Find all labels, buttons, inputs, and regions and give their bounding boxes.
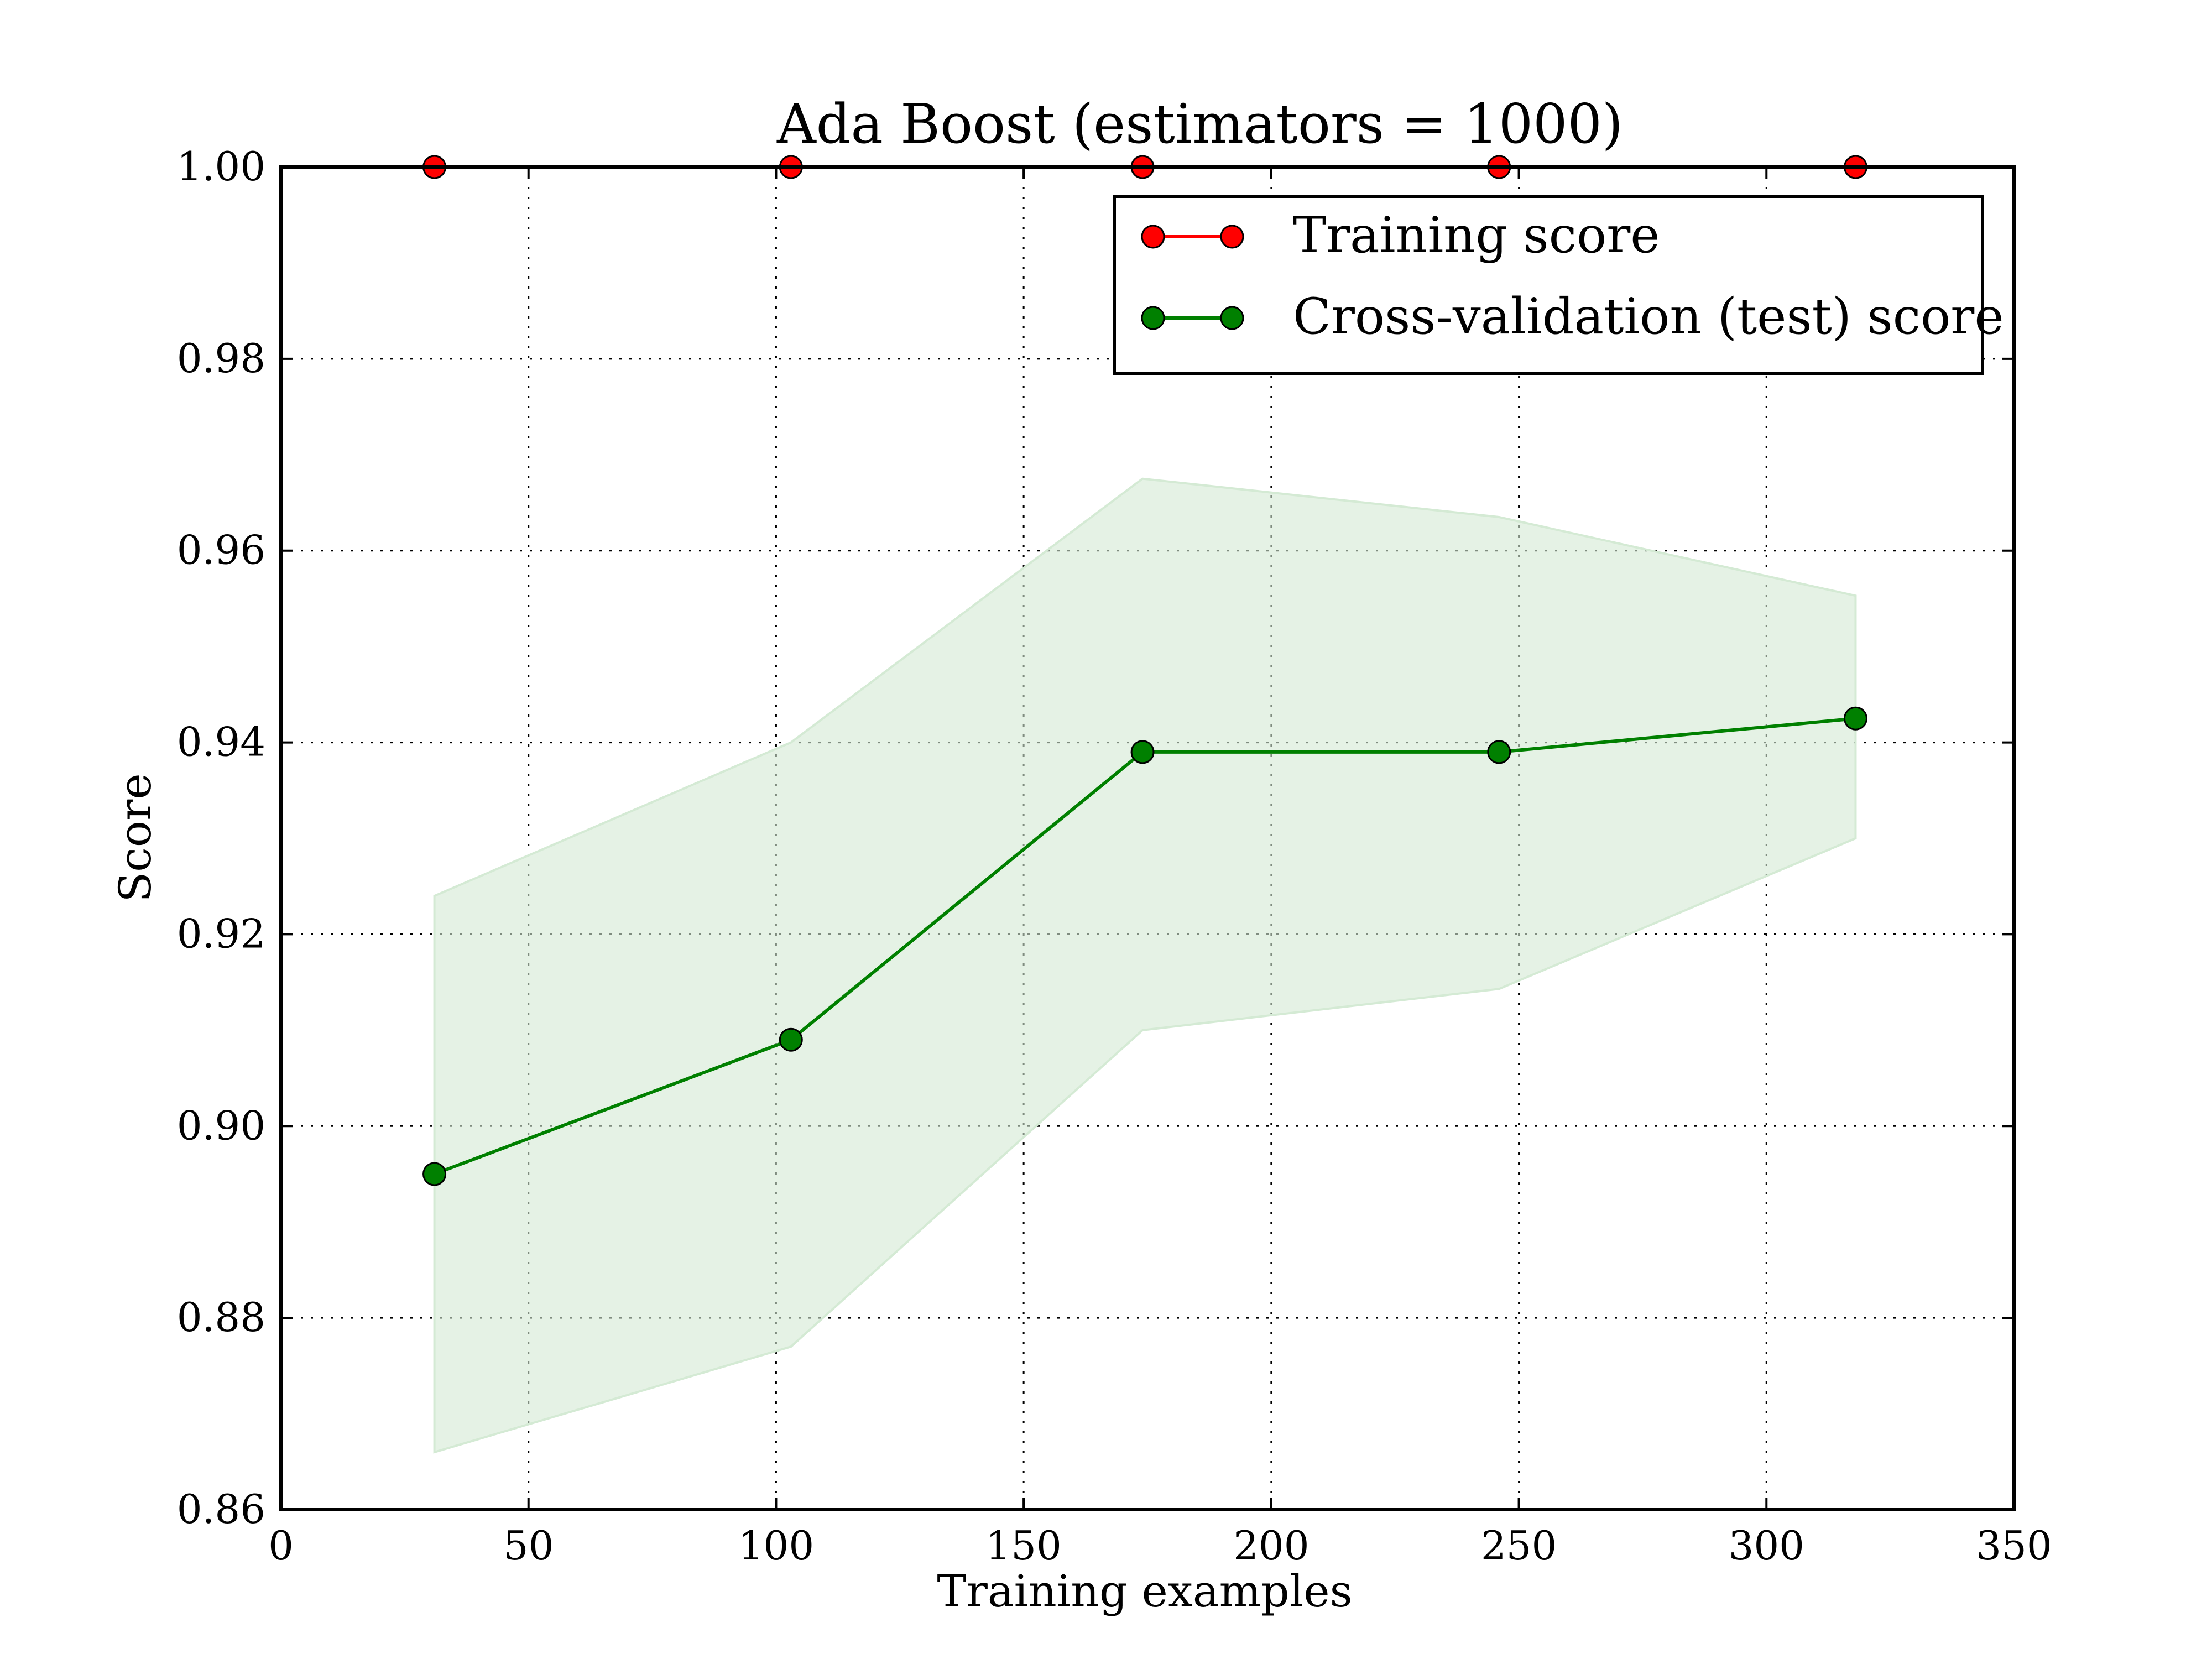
cv-score-point bbox=[1130, 740, 1155, 764]
legend-entry-cv: Cross-validation (test) score bbox=[1141, 288, 2004, 346]
x-axis-label: Training examples bbox=[937, 1566, 1352, 1617]
x-tick-label: 100 bbox=[738, 1522, 814, 1569]
x-tick-label: 300 bbox=[1729, 1522, 1804, 1569]
x-tick-label: 150 bbox=[985, 1522, 1061, 1569]
cv-score-point bbox=[779, 1027, 803, 1052]
confidence-bands bbox=[433, 477, 1857, 1454]
legend-frame bbox=[1113, 195, 1984, 375]
series-markers bbox=[422, 155, 1867, 1186]
legend-marker bbox=[1220, 306, 1244, 330]
y-tick-label: 0.88 bbox=[177, 1294, 265, 1340]
legend-marker bbox=[1141, 306, 1165, 330]
legend-entry-training: Training score bbox=[1141, 206, 1660, 264]
legend-marker bbox=[1220, 225, 1244, 249]
axis-ticks bbox=[280, 166, 2015, 1511]
chart-title: Ada Boost (estimators = 1000) bbox=[776, 93, 1623, 156]
x-tick-label: 200 bbox=[1233, 1522, 1309, 1569]
y-tick-label: 0.96 bbox=[177, 527, 265, 573]
y-axis-label: Score bbox=[109, 773, 161, 902]
y-tick-label: 0.90 bbox=[177, 1102, 265, 1149]
cv-score-point bbox=[422, 1162, 447, 1186]
legend-marker bbox=[1141, 225, 1165, 249]
plot-area-frame bbox=[279, 165, 2016, 1511]
x-tick-label: 350 bbox=[1976, 1522, 2052, 1569]
y-tick-label: 0.86 bbox=[177, 1486, 265, 1532]
tick-labels: 0 50 100 150 200 250 300 350 0.86 0.88 0.90 0.92 0.9… bbox=[177, 143, 2052, 1569]
y-tick-label: 1.00 bbox=[177, 143, 265, 190]
legend-entries: Training score Cross-validation (test) sc… bbox=[1141, 206, 2004, 346]
x-tick-label: 50 bbox=[503, 1522, 554, 1569]
x-tick-label: 0 bbox=[268, 1522, 294, 1569]
y-tick-label: 0.94 bbox=[177, 719, 265, 765]
y-tick-label: 0.92 bbox=[177, 910, 265, 957]
legend: Training score Cross-validation (test) sc… bbox=[1113, 195, 2004, 375]
legend-label: Cross-validation (test) score bbox=[1293, 288, 2004, 346]
cv-score-point bbox=[1843, 706, 1867, 731]
y-tick-label: 0.98 bbox=[177, 335, 265, 382]
cv-score-point bbox=[1487, 740, 1511, 764]
legend-label: Training score bbox=[1293, 206, 1660, 264]
cv-score-band bbox=[433, 477, 1857, 1454]
x-tick-label: 250 bbox=[1481, 1522, 1557, 1569]
